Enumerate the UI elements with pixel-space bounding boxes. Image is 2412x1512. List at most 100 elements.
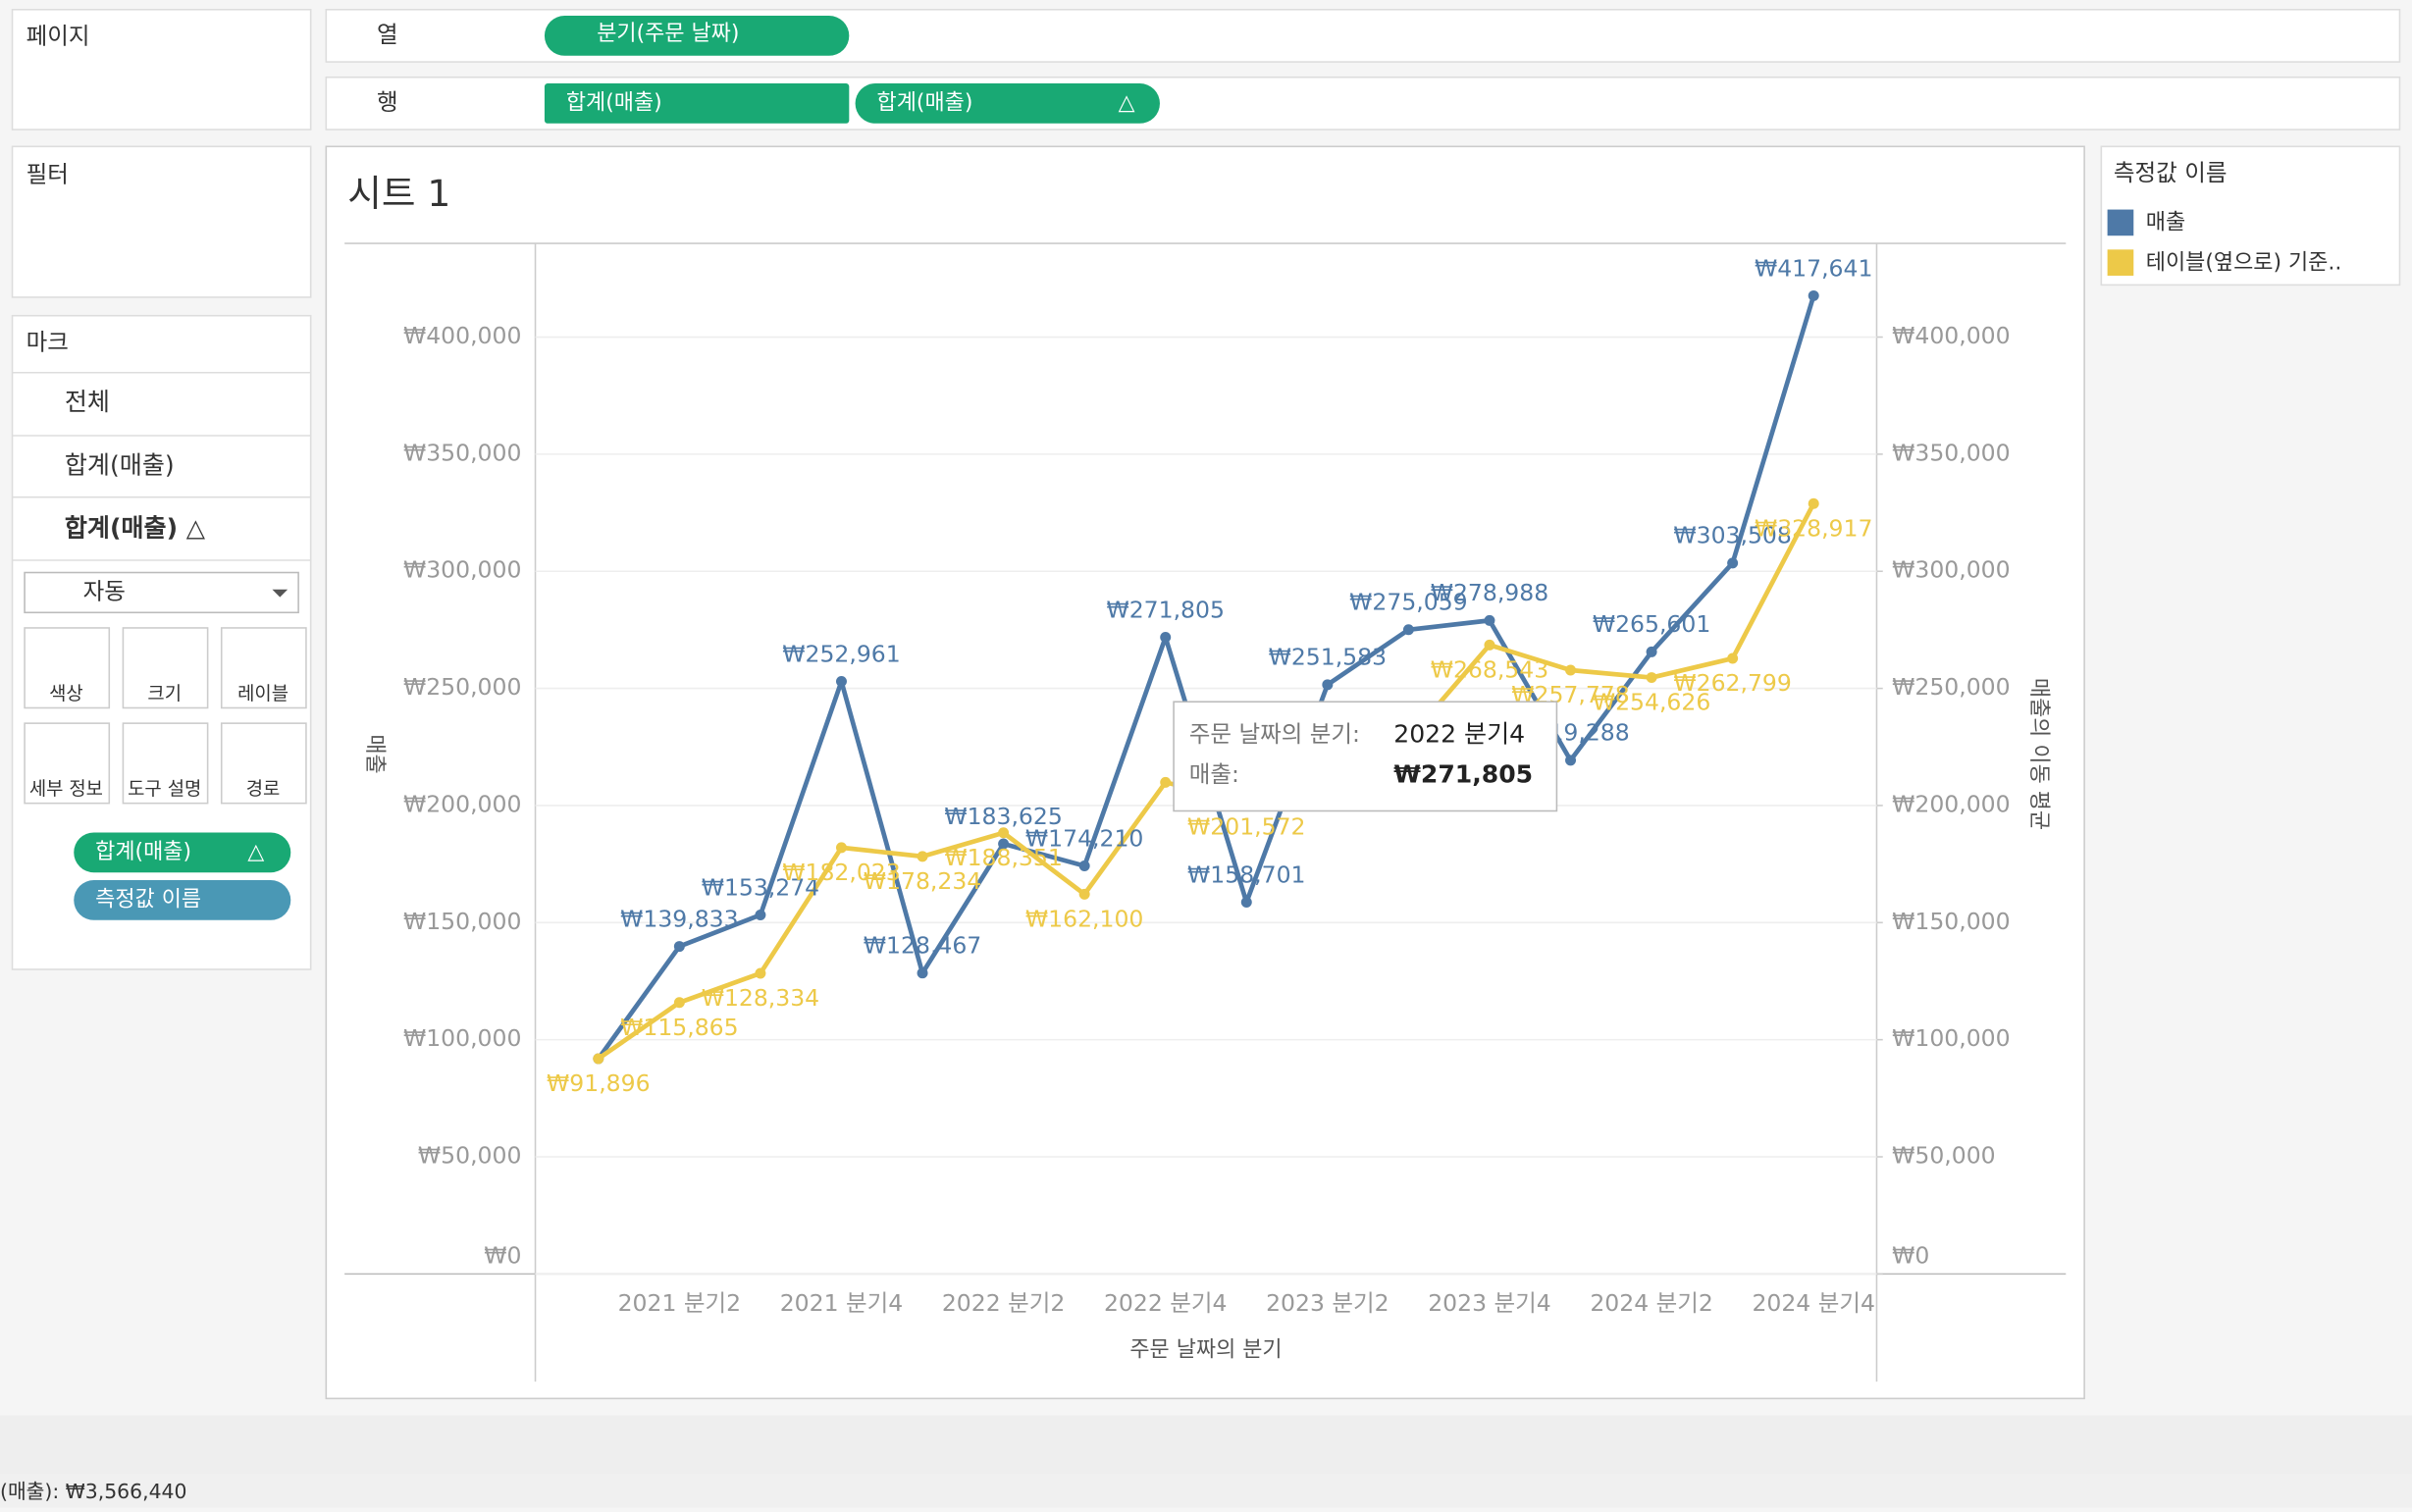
y2-tick-label: ₩50,000 [1892,1141,1995,1169]
y-tick-label: ₩0 [484,1242,521,1270]
data-point [917,967,928,979]
data-label: ₩271,805 [1107,596,1225,623]
status-bar [0,1474,2412,1508]
pill-label: 측정값 이름 [95,887,201,912]
dropdown-arrow [272,589,288,598]
data-label: ₩252,961 [782,640,900,667]
legend-swatch [2107,249,2134,276]
mark-button[interactable] [24,722,111,805]
data-point [1160,776,1172,788]
x-axis-title: 주문 날짜의 분기 [1129,1338,1282,1363]
data-label: ₩254,626 [1593,689,1710,716]
y2-tick-label: ₩150,000 [1892,908,2010,935]
pages-shelf[interactable] [11,8,312,130]
x-tick-label: 2022 분기4 [1104,1289,1227,1317]
data-point [1646,672,1657,684]
y-tick-label: ₩350,000 [403,439,521,466]
columns-label: 열 [377,21,398,48]
data-point [1565,755,1577,766]
mark-button[interactable] [220,627,307,709]
data-point [1078,860,1090,871]
data-label: ₩328,917 [1755,514,1872,542]
mark-button-label: 세부 정보 [29,778,103,800]
data-point [1565,664,1577,676]
rows-label: 행 [377,88,398,116]
data-point [755,967,766,979]
x-tick-label: 2024 분기2 [1590,1289,1712,1317]
data-point [755,909,766,920]
y2-tick-label: ₩250,000 [1892,673,2010,701]
marks-tab[interactable]: 합계(매출) [65,450,175,479]
data-label: ₩162,100 [1025,906,1143,933]
marks-tab[interactable]: 합계(매출) △ [65,514,206,543]
legend-swatch [2107,209,2134,236]
data-label: ₩251,583 [1269,644,1387,671]
sheet-tabs [0,1415,2412,1475]
pill-label: 합계(매출) [877,90,973,115]
data-label: ₩139,833 [620,905,738,932]
marks-label: 마크 [26,328,69,355]
data-label: ₩417,641 [1755,254,1872,282]
pages-label: 페이지 [26,22,90,49]
data-point [835,842,847,854]
mark-button-label: 레이블 [237,683,288,704]
data-point [1402,624,1414,636]
status-text: (매출): ₩3,566,440 [0,1480,186,1503]
data-label: ₩201,572 [1187,812,1305,840]
data-label: ₩268,543 [1431,655,1548,683]
filters-label: 필터 [26,161,69,188]
x-tick-label: 2023 분기4 [1428,1289,1550,1317]
tooltip-measure-value: ₩271,805 [1393,759,1533,788]
data-point [1727,652,1739,664]
mark-button[interactable] [122,722,209,805]
y-tick-label: ₩300,000 [403,556,521,584]
data-point [1484,614,1495,626]
data-point [1160,632,1172,644]
y-tick-label: ₩200,000 [403,790,521,817]
y2-tick-label: ₩350,000 [1892,439,2010,466]
data-label: ₩303,508 [1673,522,1791,549]
mark-type-dropdown[interactable] [24,571,299,614]
legend [2100,145,2401,287]
data-point [998,827,1010,839]
data-point [1808,289,1819,301]
marks-tab[interactable]: 전체 [65,388,110,416]
x-tick-label: 2023 분기2 [1266,1289,1389,1317]
filters-shelf[interactable] [11,145,312,298]
legend-title: 측정값 이름 [2114,159,2228,186]
x-tick-label: 2022 분기2 [942,1289,1065,1317]
legend-label: 매출 [2146,211,2185,235]
y2-tick-label: ₩100,000 [1892,1024,2010,1052]
data-point [1646,646,1657,657]
mark-button[interactable] [122,627,209,709]
mark-button[interactable] [24,627,111,709]
pill[interactable] [74,880,291,920]
data-label: ₩278,988 [1431,579,1548,606]
pill[interactable] [855,83,1160,124]
pill[interactable] [544,16,850,56]
data-point [673,941,685,953]
data-point [593,1053,604,1065]
y-tick-label: ₩400,000 [403,322,521,349]
data-label: ₩128,334 [702,984,819,1012]
mark-button-label: 경로 [246,778,281,800]
data-label: ₩262,799 [1673,669,1791,697]
y2-axis-title: 매출의 이동 평균 [2026,678,2051,830]
x-tick-label: 2021 분기4 [780,1289,903,1317]
mark-type: 자동 [83,577,126,604]
y2-tick-label: ₩300,000 [1892,556,2010,584]
y-tick-label: ₩100,000 [403,1024,521,1052]
pill[interactable] [544,83,850,124]
data-label: ₩91,896 [547,1069,650,1097]
y-tick-label: ₩250,000 [403,673,521,701]
y-axis-title: 매출 [362,734,387,773]
pill[interactable] [74,832,291,873]
legend-label: 테이블(옆으로) 기준.. [2146,250,2341,275]
data-label: ₩183,625 [944,803,1062,830]
data-label: ₩115,865 [620,1014,738,1041]
data-point [1484,639,1495,651]
data-label: ₩275,059 [1349,589,1467,616]
y-tick-label: ₩50,000 [418,1141,521,1169]
mark-button[interactable] [220,722,307,805]
tooltip-measure: 매출: [1189,760,1239,788]
